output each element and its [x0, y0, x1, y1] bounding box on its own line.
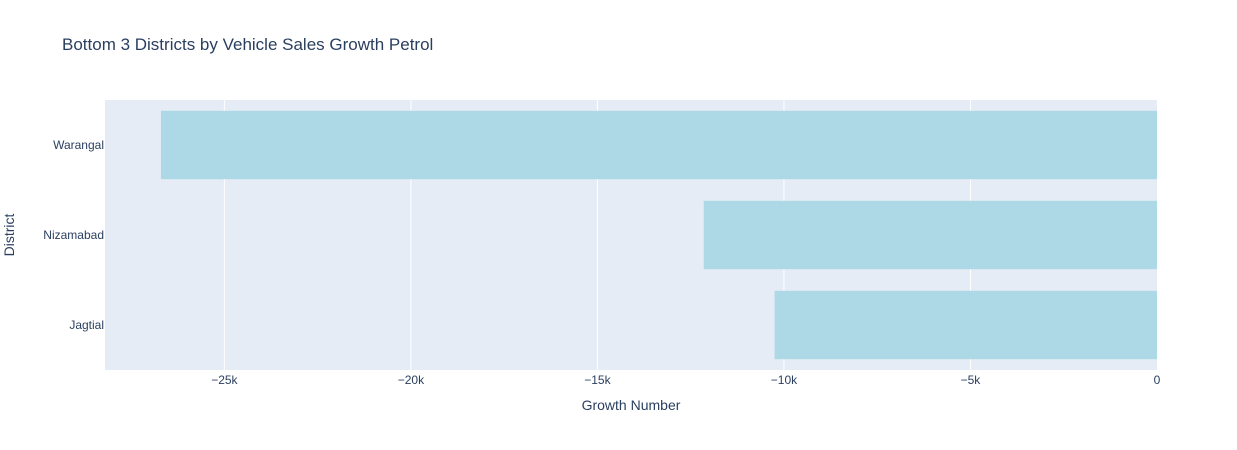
- x-tick-label: 0: [1154, 373, 1161, 387]
- y-tick-label-jagtial: Jagtial: [69, 318, 104, 332]
- x-tick-label: −20k: [398, 373, 425, 387]
- chart-title: Bottom 3 Districts by Vehicle Sales Grow…: [62, 35, 433, 54]
- y-axis-ticks: Warangal Nizamabad Jagtial: [43, 138, 104, 332]
- x-axis-title: Growth Number: [582, 397, 681, 413]
- x-axis-ticks: −25k −20k −15k −10k −5k 0: [211, 373, 1160, 387]
- bar-jagtial: [774, 290, 1157, 360]
- bar-warangal: [160, 110, 1157, 180]
- x-tick-label: −15k: [584, 373, 611, 387]
- x-tick-label: −10k: [771, 373, 798, 387]
- y-tick-label-warangal: Warangal: [53, 138, 104, 152]
- x-tick-label: −25k: [211, 373, 238, 387]
- x-tick-label: −5k: [961, 373, 982, 387]
- y-axis-title: District: [1, 214, 17, 257]
- bar-nizamabad: [703, 200, 1157, 270]
- bars: [160, 110, 1157, 360]
- y-tick-label-nizamabad: Nizamabad: [43, 228, 104, 242]
